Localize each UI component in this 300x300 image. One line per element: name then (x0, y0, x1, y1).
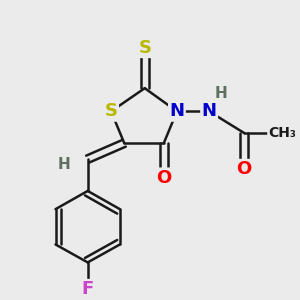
Text: O: O (156, 169, 171, 187)
Text: H: H (58, 158, 71, 172)
Text: F: F (82, 280, 94, 298)
Text: S: S (138, 39, 151, 57)
Text: S: S (105, 102, 118, 120)
Text: H: H (214, 86, 227, 101)
Text: N: N (202, 102, 217, 120)
Text: CH₃: CH₃ (268, 126, 296, 140)
Text: N: N (169, 102, 184, 120)
Text: O: O (237, 160, 252, 178)
